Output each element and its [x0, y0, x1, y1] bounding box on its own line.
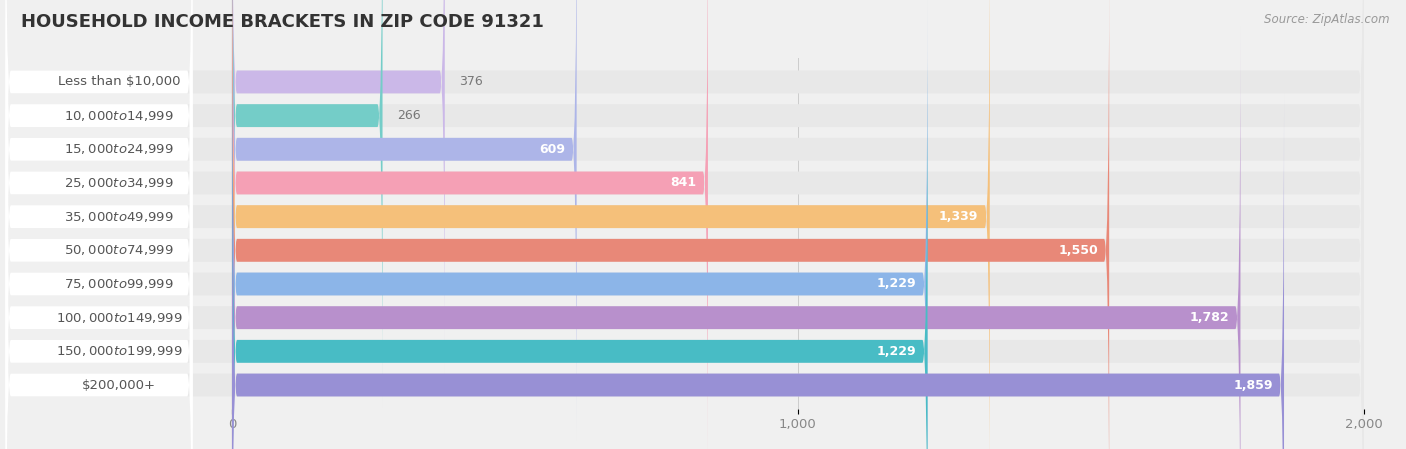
Text: $15,000 to $24,999: $15,000 to $24,999 [63, 142, 174, 156]
Text: HOUSEHOLD INCOME BRACKETS IN ZIP CODE 91321: HOUSEHOLD INCOME BRACKETS IN ZIP CODE 91… [21, 13, 544, 31]
FancyBboxPatch shape [6, 0, 193, 449]
FancyBboxPatch shape [6, 0, 193, 449]
Text: 1,229: 1,229 [876, 277, 917, 291]
Text: Source: ZipAtlas.com: Source: ZipAtlas.com [1264, 13, 1389, 26]
FancyBboxPatch shape [232, 0, 444, 374]
Text: $100,000 to $149,999: $100,000 to $149,999 [56, 311, 181, 325]
FancyBboxPatch shape [6, 60, 193, 449]
Text: $75,000 to $99,999: $75,000 to $99,999 [63, 277, 174, 291]
Text: 1,229: 1,229 [876, 345, 917, 358]
Text: Less than $10,000: Less than $10,000 [58, 75, 180, 88]
FancyBboxPatch shape [6, 0, 193, 374]
FancyBboxPatch shape [6, 26, 193, 449]
Text: 841: 841 [671, 176, 696, 189]
FancyBboxPatch shape [232, 26, 1240, 449]
FancyBboxPatch shape [6, 0, 1364, 407]
FancyBboxPatch shape [6, 93, 193, 449]
FancyBboxPatch shape [232, 93, 1284, 449]
FancyBboxPatch shape [232, 0, 382, 407]
Text: $25,000 to $34,999: $25,000 to $34,999 [63, 176, 174, 190]
FancyBboxPatch shape [6, 26, 1364, 449]
FancyBboxPatch shape [232, 0, 928, 449]
Text: $10,000 to $14,999: $10,000 to $14,999 [63, 109, 174, 123]
FancyBboxPatch shape [6, 60, 1364, 449]
Text: $35,000 to $49,999: $35,000 to $49,999 [63, 210, 174, 224]
FancyBboxPatch shape [232, 0, 576, 441]
Text: 1,550: 1,550 [1059, 244, 1098, 257]
FancyBboxPatch shape [6, 0, 1364, 449]
Text: 1,782: 1,782 [1189, 311, 1229, 324]
Text: $150,000 to $199,999: $150,000 to $199,999 [56, 344, 181, 358]
FancyBboxPatch shape [6, 0, 193, 407]
Text: 1,339: 1,339 [939, 210, 979, 223]
Text: $50,000 to $74,999: $50,000 to $74,999 [63, 243, 174, 257]
FancyBboxPatch shape [6, 0, 1364, 449]
Text: 1,859: 1,859 [1233, 379, 1272, 392]
Text: $200,000+: $200,000+ [82, 379, 156, 392]
FancyBboxPatch shape [232, 60, 928, 449]
Text: 609: 609 [540, 143, 565, 156]
Text: 266: 266 [396, 109, 420, 122]
Text: 376: 376 [458, 75, 482, 88]
FancyBboxPatch shape [6, 0, 193, 449]
FancyBboxPatch shape [232, 0, 709, 449]
FancyBboxPatch shape [232, 0, 990, 449]
FancyBboxPatch shape [6, 0, 193, 441]
FancyBboxPatch shape [6, 0, 1364, 374]
FancyBboxPatch shape [6, 0, 193, 449]
FancyBboxPatch shape [6, 0, 1364, 449]
FancyBboxPatch shape [232, 0, 1109, 449]
FancyBboxPatch shape [6, 0, 1364, 449]
FancyBboxPatch shape [6, 93, 1364, 449]
FancyBboxPatch shape [6, 0, 1364, 441]
